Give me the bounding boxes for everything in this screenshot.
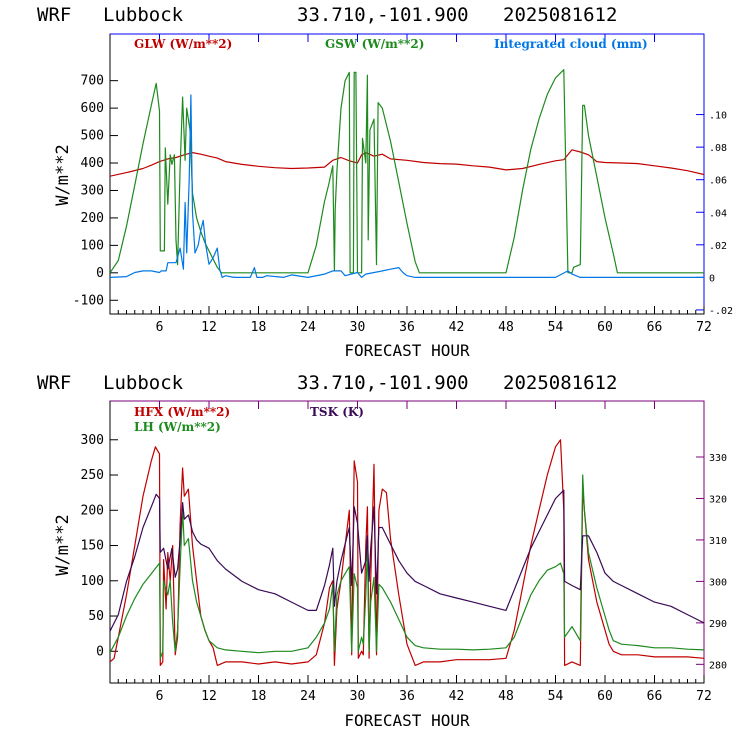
x-tick-label: 54 xyxy=(548,320,564,335)
y2-tick-label: 290 xyxy=(709,619,727,630)
y2-tick-label: -.02 xyxy=(709,306,733,317)
panel2-location: Lubbock xyxy=(103,372,184,394)
y-tick-label: 100 xyxy=(81,574,104,589)
panel2-header: WRF Lubbock 33.710,-101.900 2025081612 xyxy=(37,372,617,394)
x-tick-label: 36 xyxy=(399,689,415,704)
x-tick-label: 48 xyxy=(498,689,514,704)
panel2-model: WRF xyxy=(37,372,71,394)
y2-tick-label: .10 xyxy=(709,111,727,122)
series-line-1 xyxy=(110,69,704,274)
y-tick-label: 400 xyxy=(81,156,104,171)
y2-tick-label: 310 xyxy=(709,536,727,547)
legend-entry-1: GSW (W/m**2) xyxy=(325,37,424,51)
x-tick-label: 66 xyxy=(647,320,663,335)
panel1-coords: 33.710,-101.900 xyxy=(297,4,469,26)
panel2-ylabel: W/m**2 xyxy=(53,514,73,575)
y-tick-label: 300 xyxy=(81,183,104,198)
panel1-xlabel: FORECAST HOUR xyxy=(344,341,470,360)
x-tick-label: 6 xyxy=(156,689,164,704)
y2-tick-label: 320 xyxy=(709,494,727,505)
y-tick-label: 500 xyxy=(81,129,104,144)
panel1-ylabel: W/m**2 xyxy=(53,144,73,205)
y-tick-label: 100 xyxy=(81,238,104,253)
legend-entry-0: HFX (W/m**2) xyxy=(134,405,230,419)
series-line-1 xyxy=(110,474,704,659)
x-tick-label: 24 xyxy=(300,320,316,335)
y-tick-label: 700 xyxy=(81,74,104,89)
panel2-plot: 6 12 18 24 30 36 42 48 54 60 66 72 0 50 100 150 200 250 30… xyxy=(81,400,727,704)
series-line-2 xyxy=(110,94,704,278)
x-tick-label: 24 xyxy=(300,689,316,704)
x-tick-label: 42 xyxy=(449,320,465,335)
legend-entry-2: Integrated cloud (mm) xyxy=(494,37,648,51)
x-tick-label: 60 xyxy=(597,689,613,704)
panel1-location: Lubbock xyxy=(103,4,184,26)
x-tick-label: 30 xyxy=(350,689,366,704)
y2-tick-label: 280 xyxy=(709,660,727,671)
y-tick-label: 300 xyxy=(81,433,104,448)
x-tick-label: 30 xyxy=(350,320,366,335)
legend-entry-0: GLW (W/m**2) xyxy=(134,37,232,51)
panel1-model: WRF xyxy=(37,4,71,26)
x-tick-label: 6 xyxy=(156,320,164,335)
x-tick-label: 66 xyxy=(647,689,663,704)
y-tick-label: 0 xyxy=(96,266,104,281)
panel2-init: 2025081612 xyxy=(503,372,617,394)
x-tick-label: 48 xyxy=(498,320,514,335)
series-line-0 xyxy=(110,439,704,666)
y-tick-label: 600 xyxy=(81,101,104,116)
panel1-plot: 6 12 18 24 30 36 42 48 54 60 66 72 -100 0 100 200 300 400… xyxy=(73,33,733,335)
y2-tick-label: 300 xyxy=(709,577,727,588)
x-tick-label: 54 xyxy=(548,689,564,704)
x-tick-label: 12 xyxy=(201,320,217,335)
y-tick-label: -100 xyxy=(73,293,104,308)
series-line-2 xyxy=(110,489,704,632)
x-tick-label: 72 xyxy=(696,320,712,335)
y2-tick-label: .02 xyxy=(709,241,727,252)
x-tick-label: 12 xyxy=(201,689,217,704)
x-tick-label: 42 xyxy=(449,689,465,704)
x-tick-label: 36 xyxy=(399,320,415,335)
y-tick-label: 250 xyxy=(81,468,104,483)
y-tick-label: 50 xyxy=(88,609,104,624)
series-line-0 xyxy=(110,149,704,177)
y-tick-label: 0 xyxy=(96,644,104,659)
y-tick-label: 200 xyxy=(81,211,104,226)
legend-entry-2: TSK (K) xyxy=(310,405,364,419)
panel2-coords: 33.710,-101.900 xyxy=(297,372,469,394)
y2-tick-label: .08 xyxy=(709,143,727,154)
legend-entry-1: LH (W/m**2) xyxy=(134,420,221,434)
panel1-init: 2025081612 xyxy=(503,4,617,26)
plot-frame xyxy=(109,33,705,315)
y2-tick-label: 0 xyxy=(709,273,715,284)
x-tick-label: 72 xyxy=(696,689,712,704)
y-tick-label: 200 xyxy=(81,503,104,518)
y2-tick-label: 330 xyxy=(709,453,727,464)
panel2-xlabel: FORECAST HOUR xyxy=(344,711,470,730)
x-tick-label: 18 xyxy=(251,689,267,704)
y-tick-label: 150 xyxy=(81,539,104,554)
x-tick-label: 60 xyxy=(597,320,613,335)
y2-tick-label: .06 xyxy=(709,176,727,187)
x-tick-label: 18 xyxy=(251,320,267,335)
panel1-header: WRF Lubbock 33.710,-101.900 2025081612 xyxy=(37,4,617,26)
y2-tick-label: .04 xyxy=(709,208,727,219)
